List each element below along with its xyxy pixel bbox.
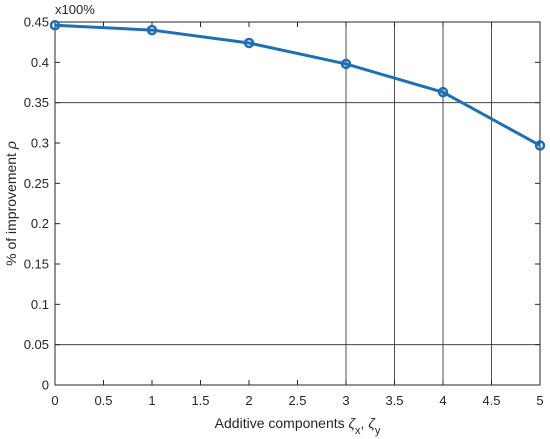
x-tick-label: 3 — [342, 393, 349, 408]
x-tick-label: 4 — [439, 393, 446, 408]
y-tick-label: 0 — [42, 378, 49, 393]
x-tick-label: 0 — [51, 393, 58, 408]
x-axis-subscript-2: y — [375, 425, 381, 437]
x-tick-label: 1.5 — [191, 393, 209, 408]
x-tick-label: 2 — [245, 393, 252, 408]
x-axis-symbol-2: ζ — [368, 415, 376, 431]
axis-ticks: 0 0.5 1 1.5 2 2.5 3 3.5 4 4.5 5 0 0.05 0.1 0.15 0.2 0.25… — [24, 15, 544, 409]
y-tick-label: 0.25 — [24, 176, 49, 191]
x-tick-label: 3.5 — [385, 393, 403, 408]
series-line — [54, 23, 541, 147]
x-axis-symbol-1: ζ — [349, 415, 357, 431]
x-axis-title: Additive components ζx, ζy — [215, 415, 381, 437]
grid-lines — [55, 21, 540, 385]
y-tick-label: 0.05 — [24, 337, 49, 352]
y-tick-label: 0.15 — [24, 257, 49, 272]
y-tick-label: 0.3 — [31, 136, 49, 151]
plot-frame — [54, 21, 541, 386]
y-axis-symbol: ρ — [3, 141, 19, 150]
data-point — [340, 58, 352, 70]
y-tick-label: 0.4 — [31, 55, 49, 70]
y-axis-title-prefix: % of improvement — [3, 149, 19, 266]
x-tick-label: 5 — [536, 393, 543, 408]
y-tick-label: 0.45 — [24, 15, 49, 30]
x-axis-subscript-1: x — [355, 425, 361, 437]
x-tick-label: 4.5 — [482, 393, 500, 408]
data-point — [146, 24, 158, 36]
x-tick-label: 1 — [148, 393, 155, 408]
y-tick-label: 0.35 — [24, 95, 49, 110]
data-point — [534, 140, 546, 151]
x-axis-title-prefix: Additive components — [215, 415, 349, 431]
y-axis-title: % of improvement ρ — [3, 141, 19, 266]
data-point — [437, 86, 449, 98]
x-tick-label: 2.5 — [288, 393, 306, 408]
y-tick-label: 0.1 — [31, 297, 49, 312]
data-point — [49, 19, 61, 31]
series — [49, 19, 546, 151]
y-tick-label: 0.2 — [31, 216, 49, 231]
y-exponent-label: x100% — [55, 2, 95, 17]
x-axis-separator: , — [361, 415, 369, 431]
x-tick-label: 0.5 — [94, 393, 112, 408]
data-point — [243, 37, 255, 49]
